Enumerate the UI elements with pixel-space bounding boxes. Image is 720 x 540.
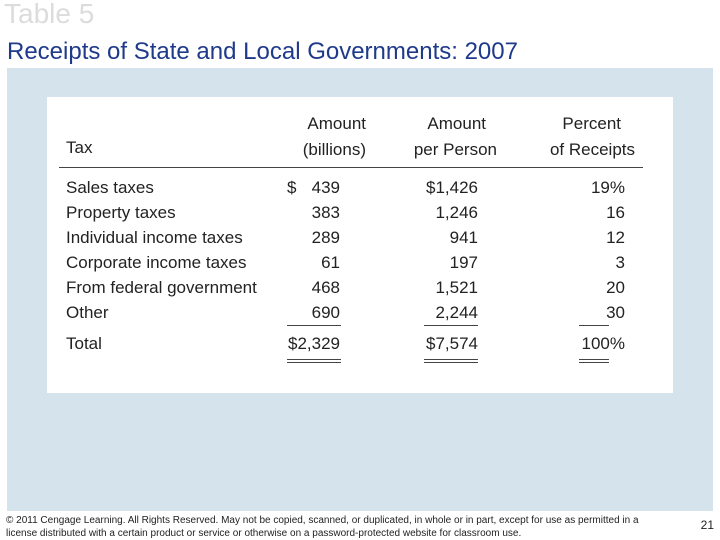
- table-row: Corporate income taxes 61 197 3: [47, 250, 673, 275]
- slide-title: Receipts of State and Local Governments:…: [7, 38, 518, 65]
- row-per-person: 2,244: [435, 303, 478, 322]
- row-currency-symbol: $: [287, 178, 297, 197]
- row-amount: 439: [311, 178, 340, 197]
- row-percent: 20: [606, 278, 625, 297]
- header-amount-line2: (billions): [302, 140, 366, 159]
- total-amount: $2,329: [288, 334, 340, 353]
- row-per-person: 941: [449, 228, 478, 247]
- row-amount: 468: [311, 278, 340, 297]
- row-percent: 16: [606, 203, 625, 222]
- row-tax-name: Property taxes: [66, 203, 176, 222]
- amount-sum-rule: [287, 325, 341, 326]
- table-row: Individual income taxes 289 941 12: [47, 225, 673, 250]
- row-tax-name: Other: [66, 303, 109, 322]
- page-number: 21: [700, 518, 714, 532]
- per-person-sum-rule: [424, 325, 478, 326]
- header-per-person-line2: per Person: [413, 140, 497, 159]
- row-tax-name: Individual income taxes: [66, 228, 243, 247]
- table-row-total: Total $2,329 $7,574 100%: [47, 331, 673, 356]
- row-per-person: 197: [449, 253, 478, 272]
- row-amount: 690: [311, 303, 340, 322]
- row-amount: 383: [311, 203, 340, 222]
- row-percent: 12: [606, 228, 625, 247]
- percent-double-rule-2: [579, 362, 609, 363]
- total-label: Total: [66, 334, 102, 353]
- table-row: Sales taxes $439 $1,426 19%: [47, 175, 673, 200]
- receipts-table: Tax Amount (billions) Amount per Person …: [47, 97, 673, 393]
- total-percent: 100%: [581, 334, 625, 353]
- row-per-person: $1,426: [426, 178, 478, 197]
- percent-sum-rule: [579, 325, 609, 326]
- amount-double-rule-1: [287, 359, 341, 360]
- header-per-person-line1: Amount: [427, 114, 486, 133]
- row-amount: 61: [321, 253, 340, 272]
- table-row: Other 690 2,244 30: [47, 300, 673, 325]
- row-percent: 30: [606, 303, 625, 322]
- per-person-double-rule-2: [424, 362, 478, 363]
- row-tax-name: From federal government: [66, 278, 257, 297]
- row-per-person: 1,246: [435, 203, 478, 222]
- per-person-double-rule-1: [424, 359, 478, 360]
- total-per-person: $7,574: [426, 334, 478, 353]
- table-row: From federal government 468 1,521 20: [47, 275, 673, 300]
- row-amount: 289: [311, 228, 340, 247]
- slide-table-label: Table 5: [4, 0, 95, 29]
- header-percent-line2: of Receipts: [549, 140, 635, 159]
- row-percent: 19%: [590, 178, 625, 197]
- header-rule: [59, 167, 643, 168]
- header-amount-line1: Amount: [307, 114, 366, 133]
- row-tax-name: Corporate income taxes: [66, 253, 247, 272]
- header-tax: Tax: [66, 138, 93, 157]
- amount-double-rule-2: [287, 362, 341, 363]
- percent-double-rule-1: [579, 359, 609, 360]
- row-percent: 3: [615, 253, 625, 272]
- row-tax-name: Sales taxes: [66, 178, 154, 197]
- copyright-notice: © 2011 Cengage Learning. All Rights Rese…: [6, 515, 639, 539]
- header-percent-line1: Percent: [562, 114, 621, 133]
- table-row: Property taxes 383 1,246 16: [47, 200, 673, 225]
- row-per-person: 1,521: [435, 278, 478, 297]
